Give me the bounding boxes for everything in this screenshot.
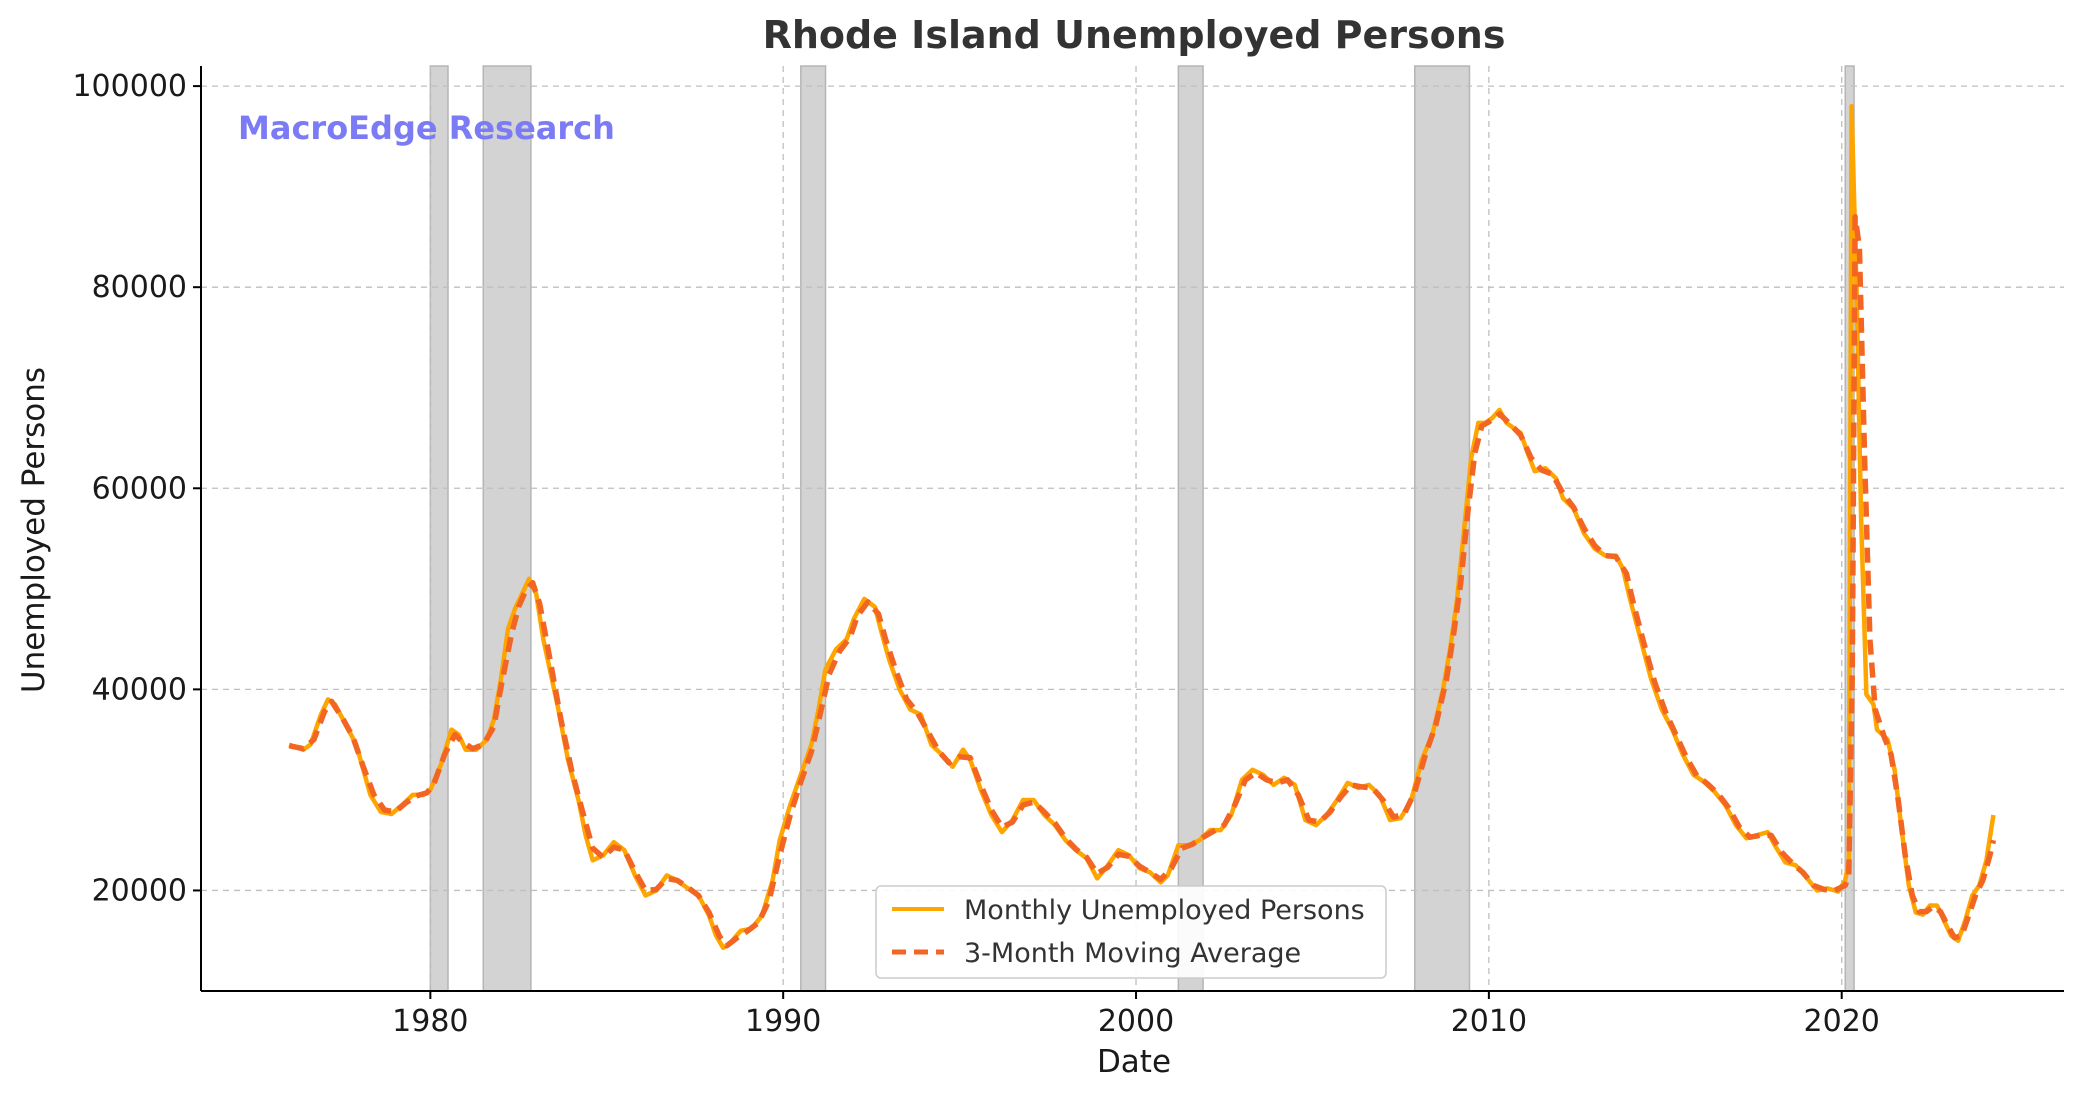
y-tick-label-60000: 60000 bbox=[92, 471, 187, 506]
x-tick-label-2020: 2020 bbox=[1804, 1004, 1880, 1039]
axes bbox=[200, 66, 2064, 992]
recession-band-1 bbox=[482, 65, 532, 992]
y-tick-label-100000: 100000 bbox=[72, 69, 187, 104]
legend: Monthly Unemployed Persons 3-Month Movin… bbox=[875, 885, 1387, 979]
recession-band-4 bbox=[1414, 65, 1471, 992]
recession-band-3 bbox=[1177, 65, 1204, 992]
x-axis-title: Date bbox=[1097, 1044, 1171, 1080]
legend-label-moving-average: 3-Month Moving Average bbox=[964, 938, 1301, 969]
recession-bands bbox=[429, 65, 1855, 992]
y-axis-title: Unemployed Persons bbox=[16, 367, 52, 693]
x-tick-label-2010: 2010 bbox=[1451, 1004, 1527, 1039]
recession-band-0 bbox=[429, 65, 449, 992]
legend-box bbox=[875, 885, 1387, 979]
y-tick-label-20000: 20000 bbox=[92, 873, 187, 908]
x-tick-label-1990: 1990 bbox=[745, 1004, 821, 1039]
x-tick-label-1980: 1980 bbox=[392, 1004, 468, 1039]
legend-label-monthly: Monthly Unemployed Persons bbox=[964, 895, 1365, 926]
moving-average-series-line bbox=[288, 214, 1997, 949]
tick-labels: 1980 1990 2000 2010 2020 20000 40000 60000 80000… bbox=[72, 69, 1879, 1039]
y-tick-label-80000: 80000 bbox=[92, 270, 187, 305]
series-lines bbox=[288, 103, 1997, 951]
recession-band-2 bbox=[800, 65, 827, 992]
grid-lines bbox=[201, 66, 2064, 991]
chart-title: Rhode Island Unemployed Persons bbox=[763, 13, 1506, 57]
watermark-text: MacroEdge Research bbox=[238, 109, 615, 147]
y-tick-label-40000: 40000 bbox=[92, 672, 187, 707]
x-tick-label-2000: 2000 bbox=[1098, 1004, 1174, 1039]
